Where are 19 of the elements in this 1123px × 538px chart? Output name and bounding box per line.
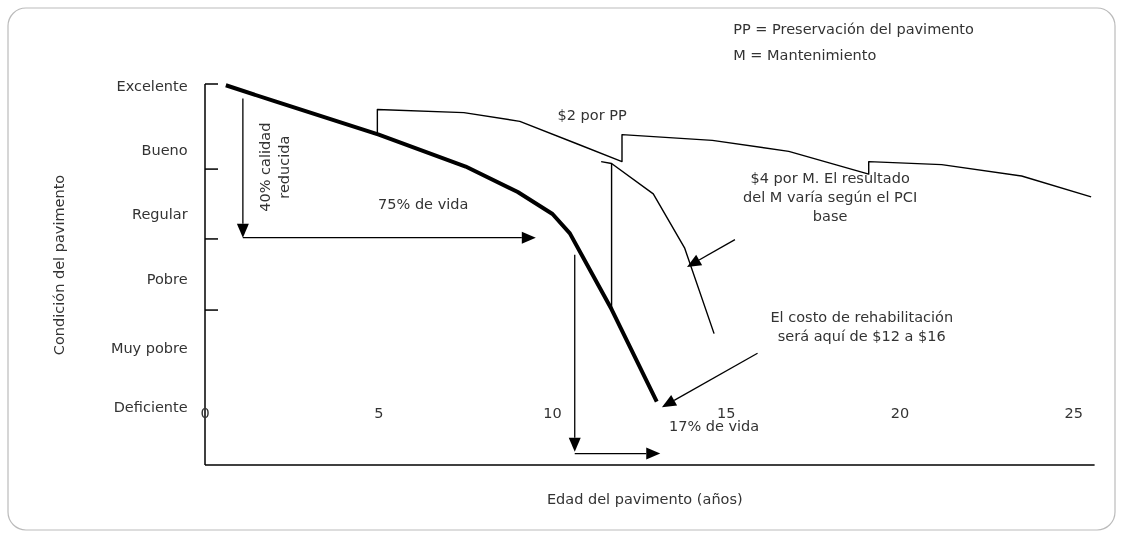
x-axis-title: Edad del pavimento (años) bbox=[546, 491, 743, 507]
text: PP = Preservación del pavimento bbox=[733, 21, 975, 38]
annotation: 75% de vida bbox=[378, 195, 469, 212]
x-tick-label: 5 bbox=[374, 405, 384, 421]
x-tick-label: 25 bbox=[1064, 405, 1083, 421]
text: Regular bbox=[132, 205, 188, 222]
text: Condición del pavimento bbox=[51, 174, 68, 356]
annotation: El costo de rehabilitación será aquí de $12 a $16 bbox=[770, 308, 954, 344]
text: Muy pobre bbox=[110, 339, 188, 356]
text: Deficiente bbox=[113, 398, 188, 415]
annotation: $2 por PP bbox=[557, 106, 627, 123]
x-tick-label: 20 bbox=[890, 405, 910, 421]
text: Pobre bbox=[146, 271, 188, 288]
text: Excelente bbox=[116, 78, 188, 95]
text: M = Mantenimiento bbox=[733, 47, 877, 64]
annotation: $4 por M. El resultado del M varía según el PCI base bbox=[743, 170, 918, 225]
text: Bueno bbox=[141, 142, 188, 159]
annotation: 40% calidad reducida bbox=[257, 122, 293, 212]
x-tick-label: 10 bbox=[543, 405, 562, 421]
